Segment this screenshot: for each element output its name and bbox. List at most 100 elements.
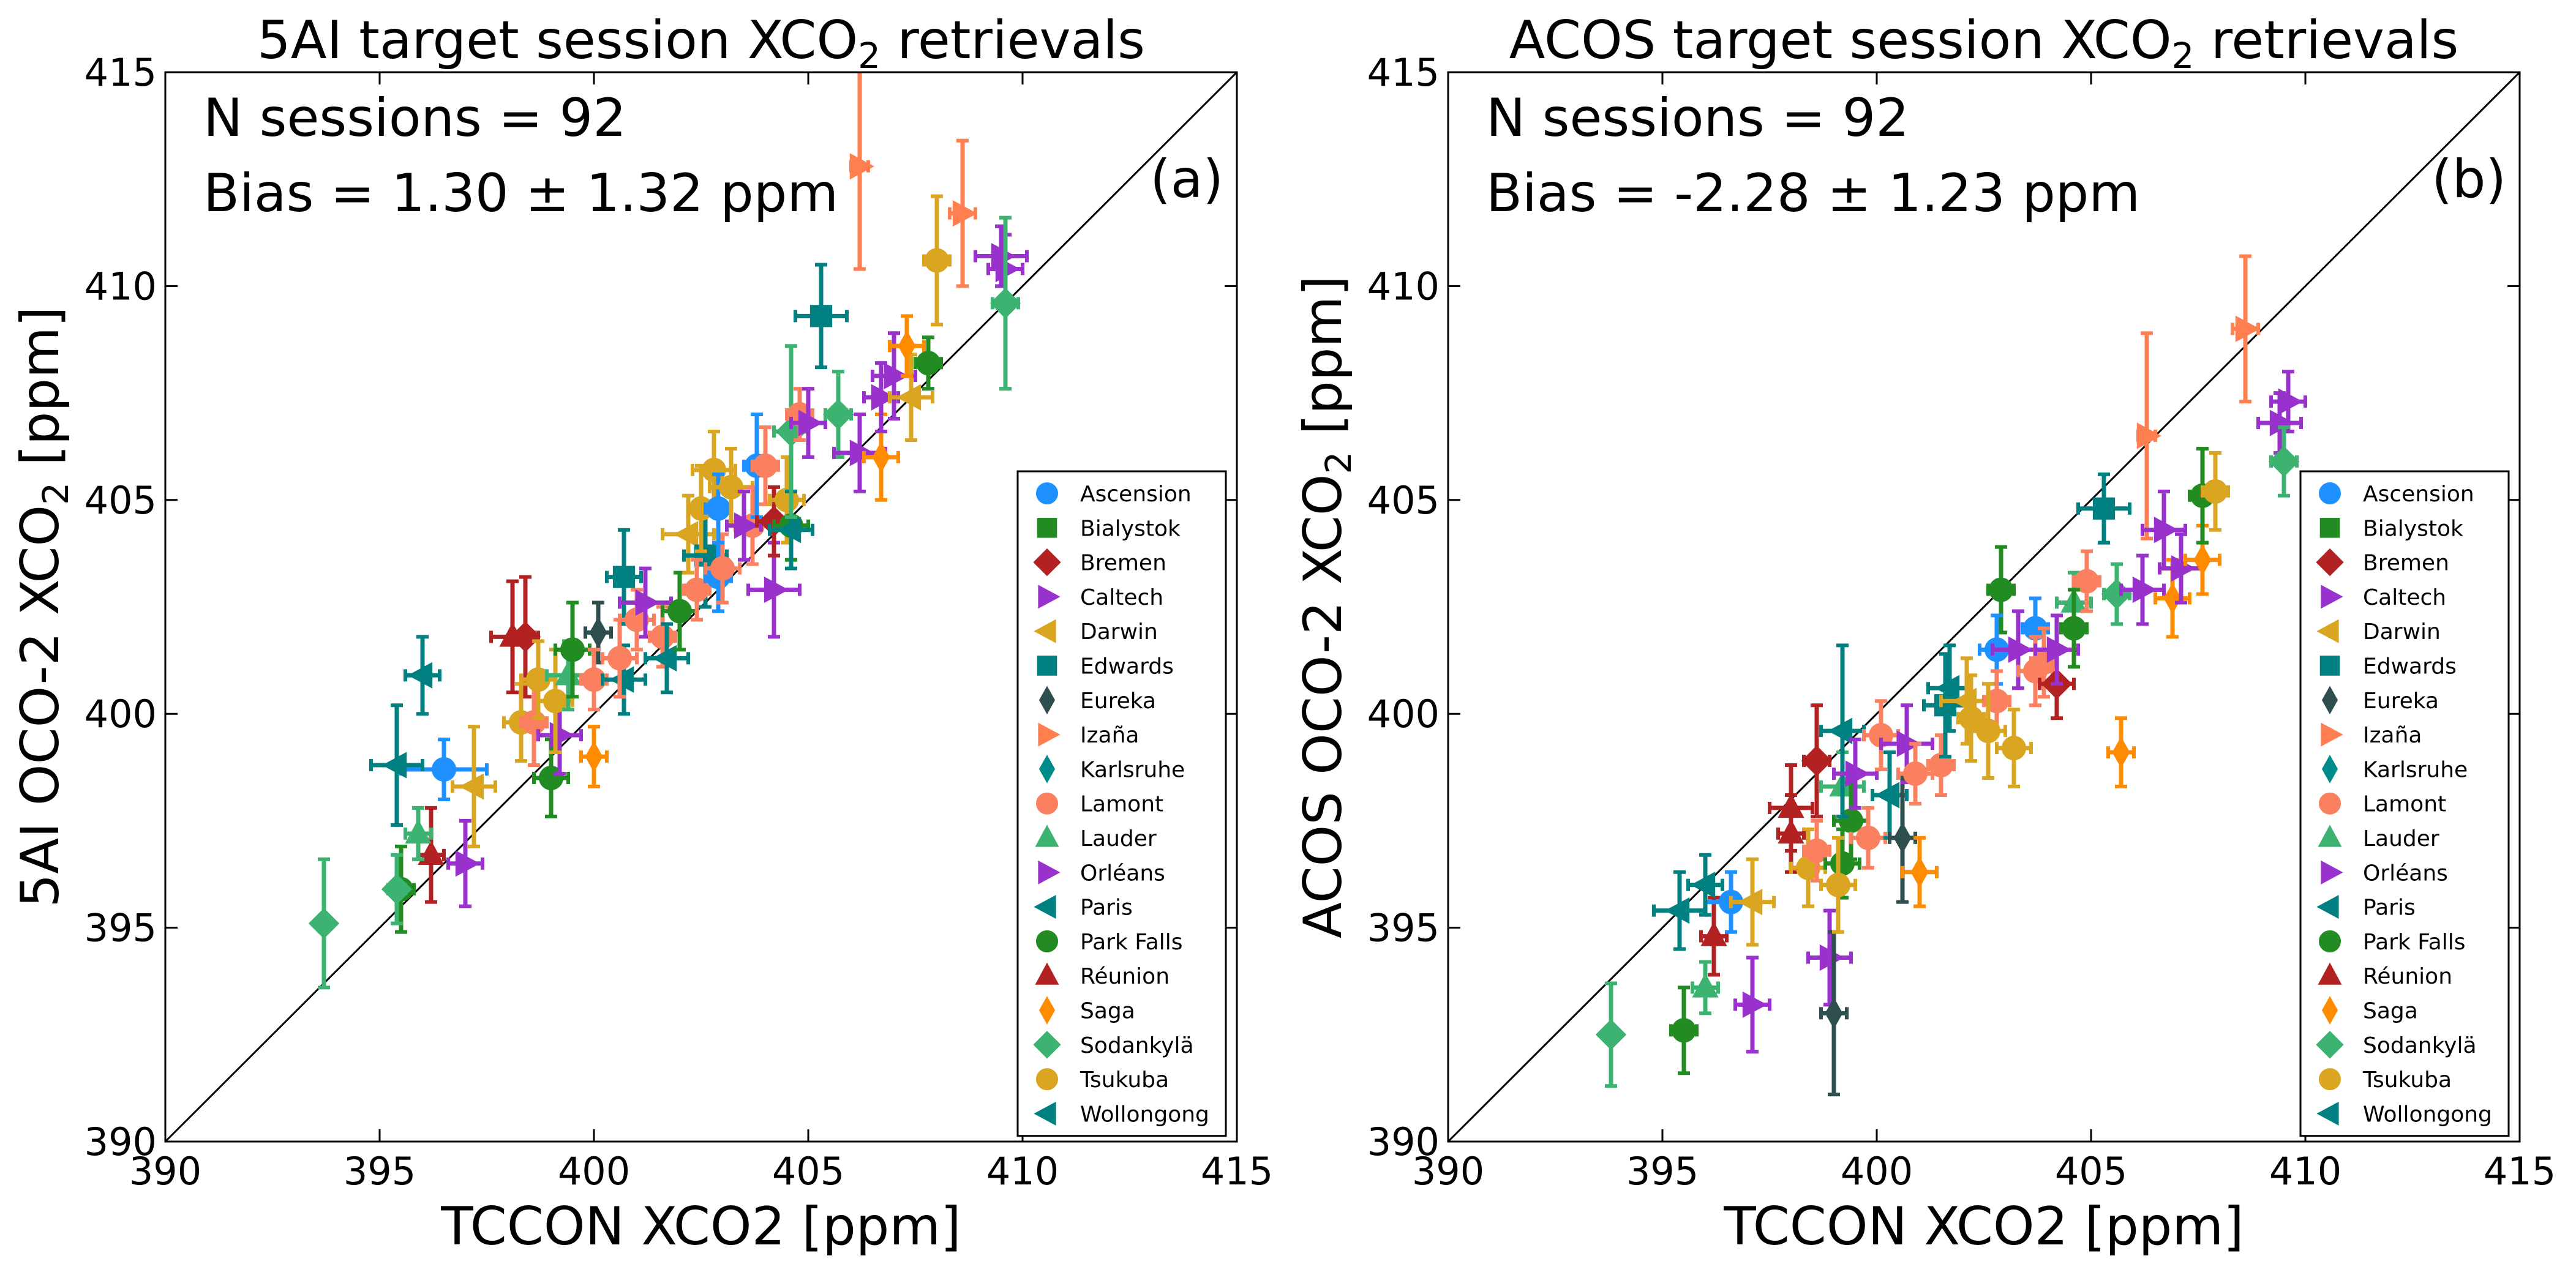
data-point-sodankyla: [1595, 981, 1627, 1088]
legend-item-karlsruhe: Karlsruhe: [2321, 755, 2468, 783]
legend-label: Bremen: [2363, 551, 2449, 576]
data-point-lamont: [1849, 806, 1887, 870]
legend-label: Lauder: [2363, 826, 2439, 851]
marker-lamont: [1985, 689, 2009, 714]
legend-marker-orleans: [1038, 860, 1061, 884]
legend-marker-wollongong: [1034, 1101, 1056, 1126]
marker-orleans: [1896, 730, 1921, 757]
panel-a: 390 395 400 405 410 415 390 395 400 405 410 415 5AI …: [10, 10, 1273, 1257]
data-point-tsukuba: [536, 648, 574, 755]
legend-marker-ascension: [1036, 482, 1058, 504]
marker-saga: [898, 330, 916, 362]
marker-lamont: [1903, 761, 1928, 787]
data-point-lamont: [704, 532, 742, 605]
y-tick-label: 405: [84, 478, 157, 523]
data-point-lamont: [1896, 742, 1934, 806]
legend-item-reunion: Réunion: [1035, 962, 1170, 989]
legend-marker-lauder: [1035, 824, 1059, 847]
legend-marker-wollongong: [2316, 1101, 2339, 1126]
y-tick-label: 395: [84, 906, 157, 951]
data-point-orleans: [1806, 908, 1853, 1007]
legend-label: Eureka: [1080, 689, 1156, 714]
y-axis-label-text: 5AI OCO-2 XCO: [10, 505, 71, 908]
x-tick-label: 390: [1412, 1149, 1484, 1194]
legend-item-caltech: Caltech: [2321, 585, 2446, 610]
data-point-orleans: [618, 566, 673, 639]
x-tick-label: 415: [1201, 1149, 1273, 1194]
x-tick-label: 395: [344, 1149, 416, 1194]
marker-tsukuba: [925, 248, 949, 273]
data-point-saga: [1901, 836, 1939, 908]
data-point-darwin: [451, 725, 497, 848]
data-point-park-falls: [2059, 588, 2089, 669]
marker-saga: [585, 741, 603, 772]
panel-label: (a): [1150, 149, 1223, 210]
marker-reunion: [1778, 818, 1804, 844]
legend-label: Saga: [1080, 999, 1135, 1024]
marker-paris: [652, 645, 677, 671]
legend-label: Edwards: [2363, 654, 2457, 679]
legend-label: Paris: [1080, 895, 1133, 921]
marker-saga: [2193, 544, 2212, 576]
marker-orleans: [1742, 991, 1767, 1019]
data-point-edwards: [794, 263, 849, 370]
data-point-paris: [1652, 870, 1707, 951]
legend-item-paris: Paris: [1034, 895, 1133, 921]
marker-sodankyla: [308, 908, 340, 939]
legend-item-bremen: Bremen: [2316, 548, 2449, 577]
legend-item-ascension: Ascension: [1036, 482, 1192, 507]
legend-item-tsukuba: Tsukuba: [1036, 1067, 1169, 1093]
legend-item-darwin: Darwin: [1034, 619, 1158, 645]
data-point-lamont: [682, 558, 712, 622]
marker-park-falls: [667, 599, 692, 624]
marker-caltech: [798, 409, 823, 436]
marker-sodankyla: [822, 398, 854, 430]
data-point-wollongong: [404, 635, 441, 716]
legend-item-park-falls: Park Falls: [2319, 930, 2465, 955]
data-point-edwards: [605, 528, 643, 626]
y-axis-label: ACOS OCO-2 XCO2 [ppm]: [1293, 275, 1359, 938]
marker-edwards: [2092, 497, 2116, 520]
marker-ascension: [706, 496, 730, 521]
marker-lamont: [2075, 569, 2099, 594]
data-point-orleans: [746, 540, 802, 639]
legend-marker-tsukuba: [1036, 1068, 1058, 1091]
marker-orleans: [2132, 576, 2157, 604]
marker-lamont: [685, 577, 709, 602]
data-point-tsukuba: [1969, 682, 2007, 780]
data-point-lauder: [1691, 960, 1720, 1015]
marker-park-falls: [560, 637, 585, 662]
y-tick-label: 390: [84, 1120, 157, 1164]
annotation-n-sessions: N sessions = 92: [203, 88, 626, 149]
legend-label: Karlsruhe: [1080, 757, 1185, 782]
data-points: [1595, 254, 2307, 1097]
marker-izana: [952, 200, 977, 227]
x-tick-label: 400: [558, 1149, 630, 1194]
plot-frame: [164, 71, 1238, 1143]
data-point-izana: [2231, 254, 2260, 404]
data-point-orleans: [446, 818, 484, 908]
marker-reunion: [1700, 921, 1727, 946]
legend-marker-lamont: [1036, 792, 1058, 815]
legend-label: Park Falls: [2363, 930, 2465, 955]
data-point-lauder: [404, 806, 433, 861]
legend-marker-tsukuba: [2319, 1068, 2341, 1091]
legend-label: Bremen: [1080, 551, 1166, 576]
legend-item-park-falls: Park Falls: [1036, 930, 1182, 955]
marker-darwin: [1738, 889, 1763, 916]
data-point-eureka: [584, 600, 613, 665]
data-point-orleans: [1879, 703, 1934, 785]
legend-marker-bremen: [2316, 548, 2344, 577]
y-tick-label: 400: [84, 692, 157, 736]
marker-lamont: [1856, 825, 1880, 850]
legend-item-caltech: Caltech: [1038, 585, 1163, 610]
data-point-paris: [644, 622, 690, 695]
marker-park-falls: [2062, 616, 2086, 641]
legend-item-orleans: Orléans: [1038, 860, 1165, 886]
marker-eureka: [589, 616, 607, 649]
marker-caltech: [2046, 636, 2071, 664]
data-point-saga: [862, 413, 900, 502]
y-tick-label: 410: [84, 264, 157, 308]
marker-paris: [382, 752, 407, 779]
marker-orleans: [635, 589, 660, 616]
